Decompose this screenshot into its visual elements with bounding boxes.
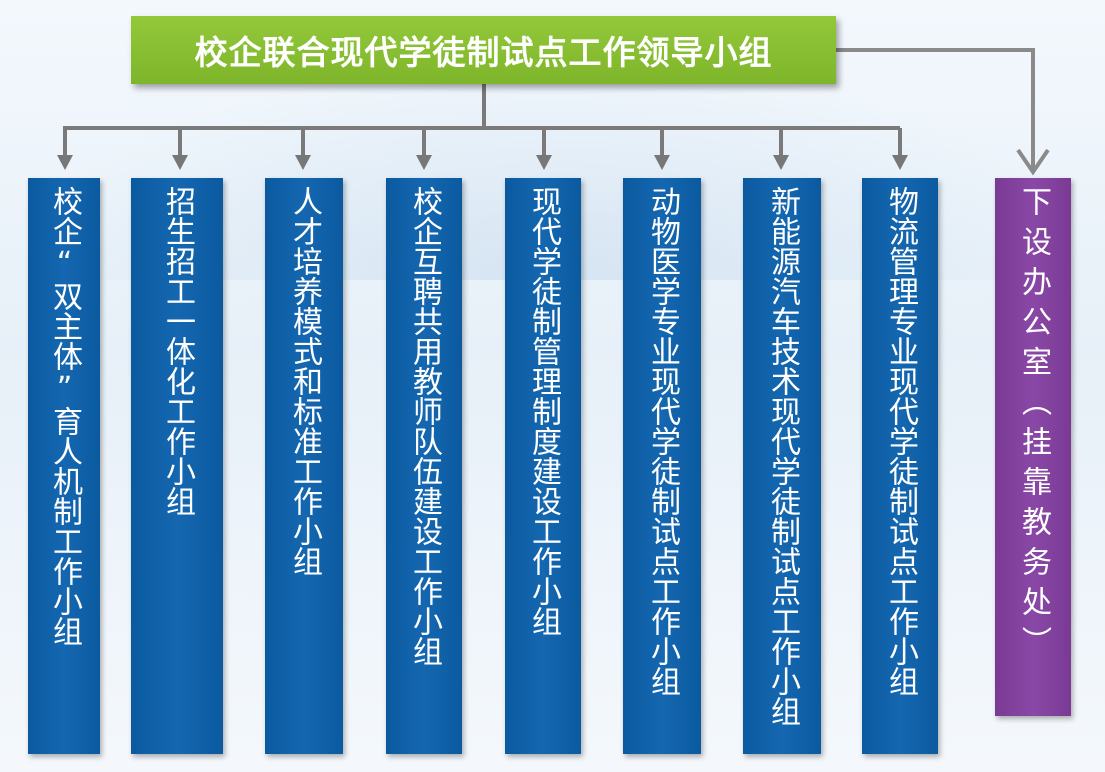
group-box-5: 现代学徒制管理制度建设工作小组	[505, 178, 581, 754]
group-box-3: 人才培养模式和标准工作小组	[265, 178, 343, 754]
group-box-6: 动物医学专业现代学徒制试点工作小组	[623, 178, 701, 754]
group-box-1: 校企“双主体”育人机制工作小组	[28, 178, 100, 754]
group-box-4: 校企互聘共用教师队伍建设工作小组	[386, 178, 462, 754]
group-label-5: 现代学徒制管理制度建设工作小组	[526, 186, 561, 636]
leadership-group-title: 校企联合现代学徒制试点工作领导小组	[194, 33, 773, 72]
group-label-2: 招生招工一体化工作小组	[160, 186, 195, 516]
group-box-2: 招生招工一体化工作小组	[131, 178, 223, 754]
group-box-7: 新能源汽车技术现代学徒制试点工作小组	[743, 178, 821, 754]
group-label-6: 动物医学专业现代学徒制试点工作小组	[645, 186, 680, 696]
group-label-1: 校企“双主体”育人机制工作小组	[47, 186, 82, 646]
group-label-7: 新能源汽车技术现代学徒制试点工作小组	[765, 186, 800, 726]
group-label-3: 人才培养模式和标准工作小组	[287, 186, 322, 576]
office-box: 下设办公室（挂靠教务处）	[995, 178, 1071, 716]
office-label: 下设办公室（挂靠教务处）	[1016, 186, 1051, 666]
leadership-group-box: 校企联合现代学徒制试点工作领导小组	[131, 16, 836, 84]
group-label-8: 物流管理专业现代学徒制试点工作小组	[883, 186, 918, 696]
group-box-8: 物流管理专业现代学徒制试点工作小组	[862, 178, 938, 754]
group-label-4: 校企互聘共用教师队伍建设工作小组	[407, 186, 442, 666]
